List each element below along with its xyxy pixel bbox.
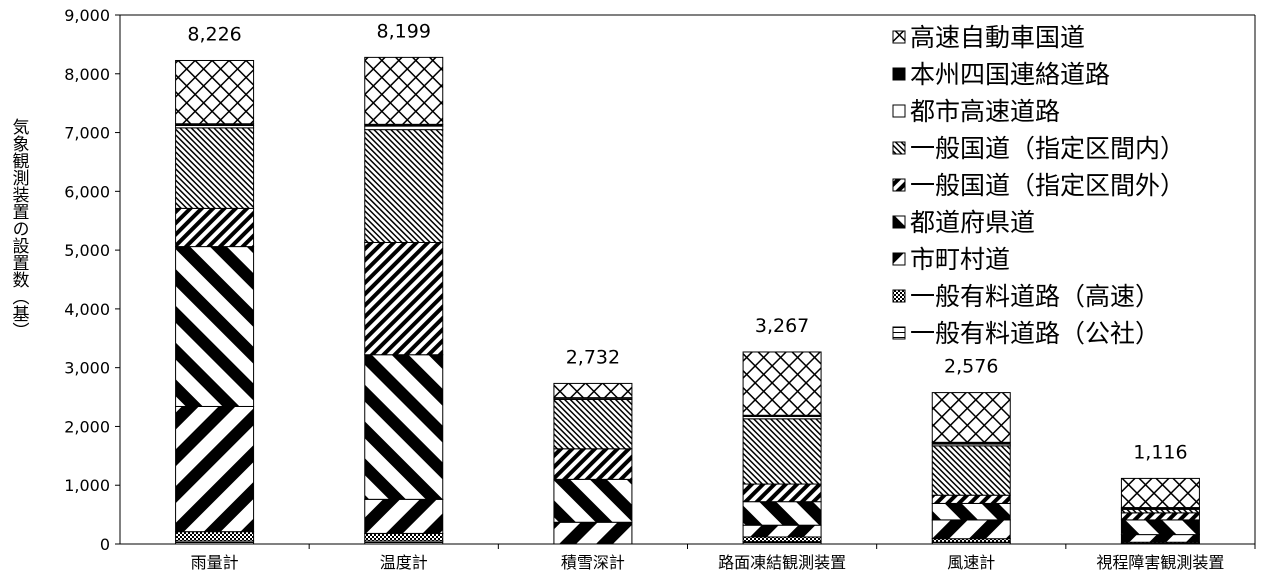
legend-swatch-diag-fine (892, 141, 906, 155)
legend-entry: 一般国道（指定区間外） (910, 171, 1185, 200)
bar-segment-diag-back-dense (1120, 512, 1200, 521)
bar-segment-diag-back-dense (553, 448, 633, 480)
legend-entry: 一般有料道路（公社） (910, 319, 1160, 348)
bar-segment-checker (364, 532, 444, 542)
bar-segment-diag-fwd (742, 501, 822, 526)
bar-segment-diag-back-dense (931, 494, 1011, 504)
bar-segment-crosshatch (1120, 477, 1200, 509)
bar-segment-crosshatch (364, 56, 444, 125)
bar-segment-diag-back (931, 519, 1011, 540)
y-tick-label: 7,000 (64, 124, 110, 143)
legend-entry: 都道府県道 (910, 208, 1035, 237)
legend-swatch-diag-back (892, 252, 906, 266)
x-tick-label: 積雪深計 (561, 553, 625, 572)
total-label: 8,226 (187, 23, 241, 45)
bar-segment-crosshatch (553, 382, 633, 399)
bar-segment-diag-fwd (364, 354, 444, 500)
bar-segment-checker (742, 536, 822, 543)
bars (175, 56, 1200, 545)
bar-segment-diag-fine (1120, 508, 1200, 514)
legend-swatch-solid (892, 67, 906, 81)
legend-entry: 一般有料道路（高速） (910, 282, 1160, 311)
y-tick-label: 3,000 (64, 359, 110, 378)
x-tick-label: 温度計 (380, 553, 428, 572)
y-tick-label: 0 (100, 535, 110, 554)
x-tick-label: 風速計 (947, 553, 995, 572)
bar-segment-crosshatch (175, 59, 255, 125)
y-tick-label: 8,000 (64, 65, 110, 84)
legend-swatch-blank (892, 104, 906, 118)
total-label: 2,732 (566, 346, 620, 368)
bar-segment-crosshatch (931, 392, 1011, 443)
bar-segment-diag-fine (742, 418, 822, 485)
bar-segment-diag-fwd (1120, 519, 1200, 536)
bar-segment-checker (175, 531, 255, 542)
legend-entry: 本州四国連絡道路 (910, 60, 1110, 89)
legend-entry: 一般国道（指定区間内） (910, 134, 1185, 163)
legend-swatch-crosshatch (892, 30, 906, 44)
bar-segment-diag-fine (175, 127, 255, 209)
x-tick-label: 視程障害観測装置 (1096, 553, 1224, 572)
x-axis-labels: 雨量計 温度計 積雪深計 路面凍結観測装置 風速計 視程障害観測装置 (191, 544, 1256, 572)
bar-segment-diag-fine (553, 398, 633, 450)
legend-swatch-diag-back-dense (892, 178, 906, 192)
bar-segment-crosshatch (742, 351, 822, 416)
bar-segment-blank (364, 125, 444, 131)
legend-entry: 市町村道 (910, 245, 1010, 274)
total-labels: 8,226 8,199 2,732 3,267 2,576 1,116 (187, 20, 1187, 463)
total-label: 8,199 (377, 20, 431, 42)
y-tick-label: 6,000 (64, 182, 110, 201)
legend-swatch-checker (892, 289, 906, 303)
legend-entry: 高速自動車国道 (910, 23, 1085, 52)
legend-swatch-hline (892, 326, 906, 340)
y-axis-ticks: 0 1,000 2,000 3,000 4,000 5,000 6,000 7,000 8,00… (64, 6, 120, 554)
bar-segment-diag-back (175, 405, 255, 533)
legend-entry: 都市高速道路 (910, 97, 1060, 126)
total-label: 1,116 (1133, 441, 1187, 463)
y-tick-label: 1,000 (64, 476, 110, 495)
legend-swatch-diag-fwd (892, 215, 906, 229)
x-tick-label: 雨量計 (191, 553, 239, 572)
y-tick-label: 4,000 (64, 300, 110, 319)
bar-segment-diag-fine (364, 129, 444, 243)
legend-box (885, 18, 1250, 348)
x-tick-label: 路面凍結観測装置 (718, 553, 846, 572)
y-axis-title-text: 気象観測装置の設置数（基） (8, 118, 29, 339)
bar-segment-diag-fwd (175, 246, 255, 407)
bar-segment-diag-fwd (931, 502, 1011, 521)
bar-segment-diag-back-dense (175, 207, 255, 248)
y-tick-label: 5,000 (64, 241, 110, 260)
bar-segment-diag-fine (931, 445, 1011, 496)
bar-segment-diag-fwd (553, 478, 633, 523)
y-tick-label: 9,000 (64, 6, 110, 25)
total-label: 2,576 (944, 356, 998, 378)
bar-segment-diag-back (1120, 534, 1200, 543)
bar-segment-diag-back-dense (742, 483, 822, 503)
y-tick-label: 2,000 (64, 417, 110, 436)
bar-segment-checker (931, 538, 1011, 543)
bar-segment-diag-back (553, 521, 633, 545)
bar-segment-diag-back (742, 524, 822, 538)
y-axis-title: 気象観測装置の設置数（基） (8, 118, 30, 339)
bar-segment-diag-back (364, 498, 444, 534)
bar-segment-diag-back-dense (364, 241, 444, 356)
total-label: 3,267 (755, 315, 809, 337)
